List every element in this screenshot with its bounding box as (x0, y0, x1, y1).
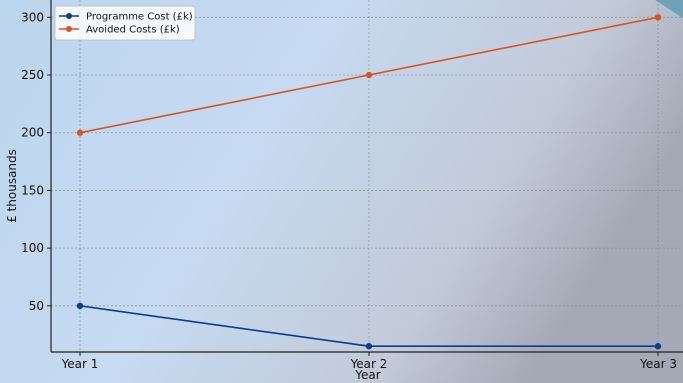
y-tick-layer: 50 100 150 200 250 300 (21, 10, 51, 313)
y-axis-title: £ thousands (5, 149, 19, 223)
axes-layer (50, 0, 683, 353)
y-tick-label: 150 (21, 183, 44, 197)
corner-decoration (655, 0, 683, 18)
x-tick-label: Year 2 (350, 357, 388, 371)
series-0-point (76, 302, 84, 310)
series-1-point (365, 71, 373, 79)
series-layer (76, 14, 662, 350)
x-tick-layer: Year 1 Year 2 Year 3 (61, 352, 677, 371)
y-tick-label: 50 (29, 299, 44, 313)
y-tick-label: 250 (21, 68, 44, 82)
y-tick-label: 300 (21, 10, 44, 24)
legend-swatch-marker (66, 26, 72, 32)
x-tick-label: Year 3 (639, 357, 677, 371)
x-tick-label: Year 1 (61, 357, 99, 371)
series-0-point (654, 343, 662, 350)
y-tick-label: 200 (21, 126, 44, 140)
x-axis-title: Year (354, 368, 380, 382)
series-1-point (654, 14, 662, 21)
legend: Programme Cost (£k) Avoided Costs (£k) (54, 5, 196, 41)
y-tick-label: 100 (21, 241, 44, 255)
legend-swatch-marker (66, 13, 72, 19)
legend-label: Avoided Costs (£k) (86, 25, 180, 36)
legend-items: Programme Cost (£k) Avoided Costs (£k) (59, 12, 193, 36)
series-1-point (76, 129, 84, 136)
series-0-point (365, 343, 373, 350)
legend-box (54, 5, 196, 41)
legend-label: Programme Cost (£k) (86, 12, 193, 23)
